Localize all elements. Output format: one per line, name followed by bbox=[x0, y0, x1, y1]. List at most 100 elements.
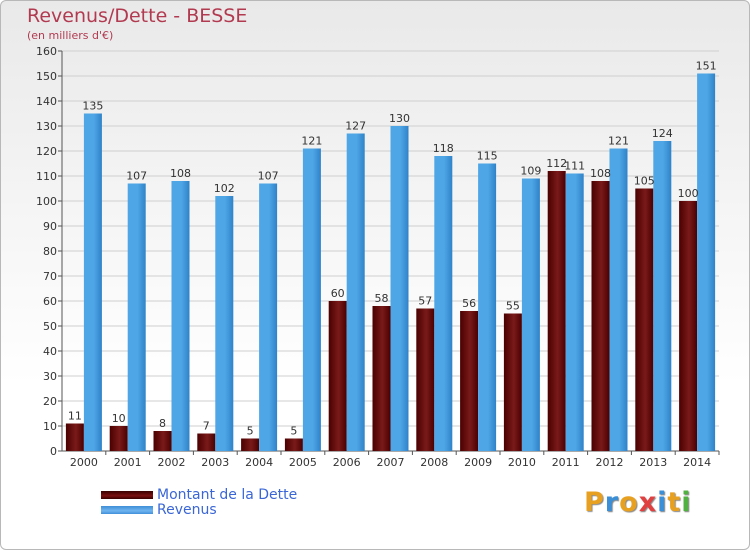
dette-value-label: 105 bbox=[634, 175, 655, 188]
dette-bar bbox=[635, 188, 654, 451]
revenus-bar bbox=[259, 183, 278, 451]
dette-bar bbox=[241, 438, 260, 451]
dette-value-label: 11 bbox=[68, 410, 82, 423]
dette-bar bbox=[679, 201, 698, 451]
y-tick-label: 10 bbox=[43, 420, 57, 433]
y-tick-label: 20 bbox=[43, 395, 57, 408]
dette-bar bbox=[65, 423, 84, 451]
y-tick-label: 140 bbox=[36, 95, 57, 108]
revenus-bar bbox=[390, 126, 409, 451]
logo-letter: t bbox=[667, 487, 682, 518]
chart-subtitle: (en milliers d'€) bbox=[27, 29, 114, 42]
logo-letter: i bbox=[657, 487, 668, 518]
logo-letter: o bbox=[619, 487, 639, 518]
dette-value-label: 5 bbox=[290, 425, 297, 438]
x-tick-label: 2003 bbox=[201, 456, 229, 469]
revenus-value-label: 107 bbox=[126, 170, 147, 183]
x-tick-label: 2000 bbox=[70, 456, 98, 469]
dette-value-label: 100 bbox=[678, 187, 699, 200]
y-tick-label: 80 bbox=[43, 245, 57, 258]
revenus-value-label: 108 bbox=[170, 167, 191, 180]
revenus-bar bbox=[521, 178, 540, 451]
revenus-bar bbox=[697, 73, 716, 451]
x-tick-label: 2012 bbox=[596, 456, 624, 469]
y-tick-label: 90 bbox=[43, 220, 57, 233]
dette-bar bbox=[284, 438, 303, 451]
y-tick-label: 110 bbox=[36, 170, 57, 183]
y-tick-label: 100 bbox=[36, 195, 57, 208]
y-tick-label: 120 bbox=[36, 145, 57, 158]
y-tick-label: 150 bbox=[36, 70, 57, 83]
revenus-bar bbox=[127, 183, 146, 451]
revenus-value-label: 124 bbox=[652, 127, 673, 140]
revenus-value-label: 109 bbox=[520, 165, 541, 178]
x-tick-label: 2002 bbox=[158, 456, 186, 469]
legend-label-dette: Montant de la Dette bbox=[157, 486, 298, 503]
revenus-bar bbox=[609, 148, 628, 451]
dette-value-label: 58 bbox=[375, 292, 389, 305]
revenus-value-label: 135 bbox=[82, 100, 103, 113]
dette-value-label: 10 bbox=[112, 412, 126, 425]
proxiti-logo[interactable]: Proxiti bbox=[584, 487, 692, 518]
dette-value-label: 8 bbox=[159, 417, 166, 430]
y-tick-label: 0 bbox=[50, 445, 57, 458]
dette-value-label: 55 bbox=[506, 300, 520, 313]
x-tick-label: 2011 bbox=[552, 456, 580, 469]
revenus-bar bbox=[346, 133, 365, 451]
revenus-bar bbox=[215, 196, 234, 451]
legend-swatch-dette bbox=[101, 490, 153, 499]
legend: Montant de la Dette Revenus bbox=[101, 486, 298, 518]
dette-bar bbox=[591, 181, 610, 451]
y-tick-label: 60 bbox=[43, 295, 57, 308]
legend-label-revenus: Revenus bbox=[157, 501, 217, 518]
y-tick-label: 30 bbox=[43, 370, 57, 383]
dette-bar bbox=[328, 301, 347, 451]
revenus-value-label: 107 bbox=[258, 170, 279, 183]
dette-value-label: 108 bbox=[590, 167, 611, 180]
revenus-value-label: 127 bbox=[345, 120, 366, 133]
revenus-value-label: 130 bbox=[389, 112, 410, 125]
x-tick-label: 2004 bbox=[245, 456, 273, 469]
dette-value-label: 60 bbox=[331, 287, 345, 300]
dette-bar bbox=[372, 306, 391, 451]
x-tick-label: 2001 bbox=[114, 456, 142, 469]
dette-bar bbox=[153, 431, 172, 451]
legend-item-dette[interactable]: Montant de la Dette bbox=[101, 486, 298, 503]
legend-swatch-revenus bbox=[101, 505, 153, 514]
legend-item-revenus[interactable]: Revenus bbox=[101, 501, 297, 518]
x-tick-label: 2009 bbox=[464, 456, 492, 469]
revenus-bar bbox=[302, 148, 321, 451]
dette-bar bbox=[197, 433, 216, 451]
dette-bar bbox=[460, 311, 479, 451]
x-tick-label: 2005 bbox=[289, 456, 317, 469]
x-tick-label: 2010 bbox=[508, 456, 536, 469]
dette-value-label: 7 bbox=[203, 420, 210, 433]
dette-bar bbox=[416, 308, 435, 451]
y-tick-label: 160 bbox=[36, 45, 57, 58]
revenus-value-label: 151 bbox=[696, 60, 717, 73]
dette-value-label: 56 bbox=[462, 297, 476, 310]
dette-bar bbox=[109, 426, 128, 451]
revenus-bar bbox=[653, 141, 672, 451]
y-tick-label: 70 bbox=[43, 270, 57, 283]
x-tick-label: 2014 bbox=[683, 456, 711, 469]
dette-bar bbox=[547, 171, 566, 451]
dette-value-label: 57 bbox=[418, 295, 432, 308]
x-tick-label: 2013 bbox=[639, 456, 667, 469]
revenus-value-label: 121 bbox=[301, 135, 322, 148]
x-tick-label: 2006 bbox=[333, 456, 361, 469]
x-tick-label: 2007 bbox=[377, 456, 405, 469]
logo-letter: i bbox=[681, 487, 692, 518]
chart-title: Revenus/Dette - BESSE bbox=[27, 5, 248, 27]
dette-value-label: 5 bbox=[247, 425, 254, 438]
revenus-bar bbox=[434, 156, 453, 451]
revenus-value-label: 118 bbox=[433, 142, 454, 155]
y-tick-label: 40 bbox=[43, 345, 57, 358]
revenus-bar bbox=[565, 173, 584, 451]
revenus-bar bbox=[171, 181, 190, 451]
revenus-bar bbox=[478, 163, 497, 451]
x-tick-label: 2008 bbox=[420, 456, 448, 469]
revenus-value-label: 115 bbox=[477, 150, 498, 163]
